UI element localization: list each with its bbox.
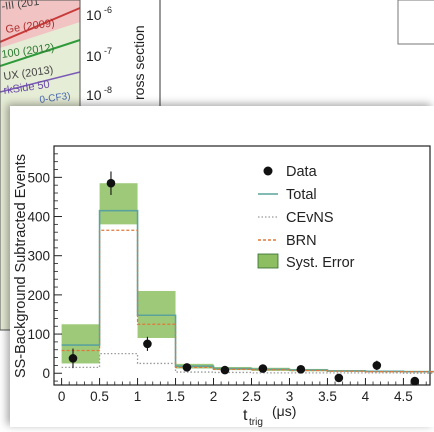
y-tick-label-5: 500 xyxy=(27,170,50,185)
x-axis-label-main: t xyxy=(243,407,248,424)
chart-panel: 0 0.5 1 1.5 2 2.5 3 3.5 4 4.5 0 100 200 300 400 500 SS-… xyxy=(10,106,434,428)
x-tick-label-6: 3 xyxy=(286,389,294,404)
y-tick-label-1: 100 xyxy=(27,327,50,342)
bg-ytick-3: 10 xyxy=(86,87,102,103)
series-total-line xyxy=(61,209,434,373)
y-tick-label-4: 400 xyxy=(27,210,50,225)
data-point-0 xyxy=(68,354,78,363)
y-tick-label-0: 0 xyxy=(42,366,50,381)
bg-ytick-3-exp: -8 xyxy=(104,85,112,95)
bg-ytick-1: 10 xyxy=(86,7,102,23)
boundary-line-purple xyxy=(0,71,81,93)
bg-ytick-2-exp: -7 xyxy=(104,46,112,56)
syst-error-band-bin-0 xyxy=(61,324,100,364)
bg-ylabel: ross section xyxy=(131,25,147,100)
data-point-5 xyxy=(258,364,268,373)
x-tick-label-7: 3.5 xyxy=(318,389,337,404)
legend-marker-syst xyxy=(257,253,279,269)
legend-label-data: Data xyxy=(286,164,318,180)
syst-error-band-bin-1 xyxy=(99,183,138,225)
x-tick-label-9: 4.5 xyxy=(394,389,413,404)
legend: Data Total CEvNS BRN Syst. Error xyxy=(257,164,355,271)
bg-label-6: 0-CF3) xyxy=(39,91,71,106)
bg-legend-box xyxy=(397,0,434,45)
x-axis-label: t trig (μs) xyxy=(243,403,296,428)
x-tick-label-2: 1 xyxy=(134,389,142,404)
y-tick-label-3: 300 xyxy=(27,249,50,264)
legend-marker-data xyxy=(263,166,273,176)
x-tick-label-3: 1.5 xyxy=(166,389,185,404)
legend-label-cevns: CEvNS xyxy=(286,210,334,226)
data-point-6 xyxy=(296,365,306,374)
main-chart: 0 0.5 1 1.5 2 2.5 3 3.5 4 4.5 0 100 200 300 400 500 SS-… xyxy=(13,145,434,428)
data-point-4 xyxy=(220,365,230,375)
legend-label-total: Total xyxy=(286,187,317,203)
bg-ytick-2: 10 xyxy=(86,48,102,64)
data-point-7 xyxy=(334,373,344,383)
series-brn-line xyxy=(61,229,434,373)
data-point-9 xyxy=(410,376,420,386)
y-axis-label: SS-Background Subtracted Events xyxy=(13,154,29,378)
x-tick-label-5: 2.5 xyxy=(242,389,261,404)
x-tick-label-0: 0 xyxy=(58,389,66,404)
data-point-1 xyxy=(106,178,116,188)
boundary-line-green xyxy=(0,39,81,67)
plot-frame xyxy=(53,145,431,386)
x-axis-label-sub: trig xyxy=(249,417,263,427)
x-axis-label-unit: (μs) xyxy=(272,403,296,419)
series-cevns-line xyxy=(61,353,434,374)
y-tick-label-2: 200 xyxy=(27,288,50,303)
x-tick-label-1: 0.5 xyxy=(90,389,109,404)
bg-ytick-1-exp: -6 xyxy=(104,5,112,15)
data-point-2 xyxy=(143,339,152,349)
data-point-8 xyxy=(372,361,382,370)
legend-label-brn: BRN xyxy=(286,233,317,249)
x-tick-label-4: 2 xyxy=(210,389,218,404)
data-point-3 xyxy=(182,363,192,372)
boundary-line-red xyxy=(0,7,81,43)
x-tick-label-8: 4 xyxy=(362,389,370,404)
legend-label-syst: Syst. Error xyxy=(286,255,355,271)
